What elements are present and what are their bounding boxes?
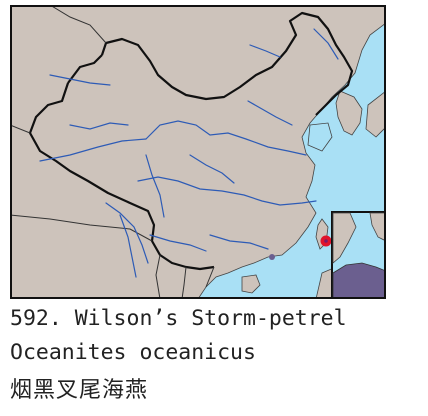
hainan-island (241, 274, 261, 294)
neighbour-borders (10, 5, 215, 299)
korea-peninsula (335, 90, 363, 136)
inset-range-area (332, 262, 386, 299)
coast-dot (269, 254, 275, 260)
inset-coast (332, 212, 357, 264)
distribution-map (10, 5, 386, 299)
chinese-name: 烟黑叉尾海燕 (10, 378, 149, 403)
inset-island (369, 212, 386, 242)
species-title: 592. Wilson’s Storm-petrel (10, 306, 347, 331)
scientific-name: Oceanites oceanicus (10, 340, 256, 365)
map-frame (10, 5, 386, 299)
inset-south-china-sea (331, 211, 386, 299)
rivers (39, 28, 339, 278)
land-mass (10, 5, 386, 299)
bohai-sea (307, 122, 333, 152)
china-border (28, 11, 354, 271)
record-marker-core (324, 239, 328, 243)
japan-island (365, 90, 386, 138)
